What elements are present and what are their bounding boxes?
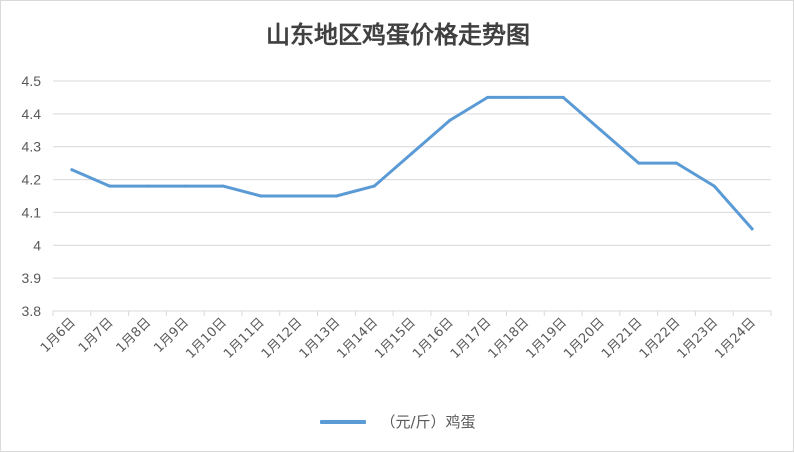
y-tick-label: 4.2 [22, 172, 42, 188]
x-tick-label: 1月23日 [675, 315, 722, 362]
x-tick-label: 1月20日 [561, 315, 608, 362]
data-point [183, 184, 187, 188]
y-tick-label: 4 [33, 237, 41, 253]
y-axis-ticks: 3.8 3.9 4 4.1 4.2 4.3 4.4 4.5 [22, 73, 42, 319]
data-point [221, 184, 225, 188]
data-point [561, 95, 565, 99]
data-point [599, 128, 603, 132]
legend-label: （元/斤）鸡蛋 [380, 413, 476, 431]
legend: （元/斤）鸡蛋 [1, 411, 794, 432]
data-point [410, 151, 414, 155]
x-tick-label: 1月10日 [183, 315, 230, 362]
x-tick-label: 1月13日 [297, 315, 344, 362]
x-tick-label: 1月12日 [259, 315, 306, 362]
legend-swatch [320, 419, 367, 424]
x-axis-ticks: 1月6日1月7日1月8日1月9日1月10日1月11日1月12日1月13日1月14… [38, 311, 772, 362]
data-point [523, 95, 527, 99]
x-tick-label: 1月8日 [114, 315, 155, 356]
x-tick-label: 1月14日 [334, 315, 381, 362]
x-tick-label: 1月7日 [76, 315, 117, 356]
chart-title: 山东地区鸡蛋价格走势图 [266, 20, 530, 49]
y-tick-label: 3.9 [22, 270, 42, 286]
x-tick-label: 1月19日 [523, 315, 570, 362]
series-line [70, 95, 754, 231]
data-point [297, 194, 301, 198]
data-point [675, 161, 679, 165]
data-point [448, 118, 452, 122]
x-tick-label: 1月22日 [637, 315, 684, 362]
x-tick-label: 1月16日 [410, 315, 457, 362]
data-point [712, 184, 716, 188]
series-group [70, 95, 754, 231]
x-tick-label: 1月6日 [38, 315, 79, 356]
y-tick-label: 3.8 [22, 303, 42, 319]
data-point [108, 184, 112, 188]
y-tick-label: 4.3 [22, 139, 42, 155]
y-tick-label: 4.5 [22, 73, 42, 89]
data-point [70, 168, 74, 172]
y-tick-label: 4.4 [22, 106, 42, 122]
data-point [637, 161, 641, 165]
data-point [145, 184, 149, 188]
x-tick-label: 1月24日 [712, 315, 759, 362]
data-point [334, 194, 338, 198]
x-tick-label: 1月17日 [448, 315, 495, 362]
data-point [750, 227, 754, 231]
x-tick-label: 1月15日 [372, 315, 419, 362]
data-point [486, 95, 490, 99]
x-tick-label: 1月21日 [599, 315, 646, 362]
x-tick-label: 1月18日 [486, 315, 533, 362]
data-point [372, 184, 376, 188]
data-point [259, 194, 263, 198]
y-tick-label: 4.1 [22, 204, 42, 220]
x-tick-label: 1月11日 [221, 315, 268, 362]
gridlines [53, 80, 771, 312]
